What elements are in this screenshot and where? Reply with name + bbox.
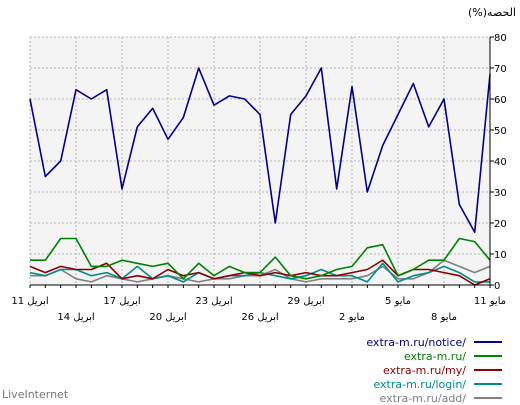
y-tick-label: 30 [494,188,507,199]
x-tick-label: 20 ابريل [149,312,186,323]
x-tick-label: 23 ابريل [195,296,232,307]
legend: extra-m.ru/notice/extra-m.ru/extra-m.ru/… [202,335,502,405]
legend-entry: extra-m.ru/login/ [202,377,502,391]
x-tick-label: 2 مايو [339,312,365,323]
y-tick-label: 10 [494,250,507,261]
legend-swatch [474,369,502,371]
y-tick-label: 40 [494,157,507,168]
y-tick-label: 50 [494,126,507,137]
legend-label: extra-m.ru/notice/ [366,335,466,349]
y-ticks: 0 10 20 30 40 50 60 70 80 [490,33,507,292]
legend-label: extra-m.ru/add/ [379,391,466,405]
series-line [29,67,491,234]
x-tick-label: 5 مايو [385,296,411,307]
legend-label: extra-m.ru/login/ [373,377,466,391]
legend-entry: extra-m.ru/ [202,349,502,363]
legend-swatch [474,397,502,399]
y-tick-label: 70 [494,64,507,75]
brand-label: LiveInternet [2,388,69,401]
legend-label: extra-m.ru/my/ [383,363,466,377]
legend-swatch [474,341,502,343]
legend-entry: extra-m.ru/notice/ [202,335,502,349]
x-tick-label: 11 ابريل [11,296,48,307]
y-tick-label: 0 [494,281,500,292]
x-tick-label: 14 ابريل [57,312,94,323]
x-tick-label: 26 ابريل [241,312,278,323]
x-tick-label: 11 مايو [474,296,506,307]
legend-label: extra-m.ru/ [403,349,466,363]
series-line [30,237,491,280]
legend-swatch [474,355,502,357]
series-layer [29,67,491,286]
x-tick-label: 29 ابريل [287,296,324,307]
y-axis-label: (%)الحصه [468,6,516,19]
y-tick-label: 80 [494,33,507,44]
x-tick-label: 17 ابريل [103,296,140,307]
x-ticks: 11 مايو 8 مايو 5 مايو 2 مايو 29 ابريل 26 ابري… [11,285,506,323]
legend-entry: extra-m.ru/my/ [202,363,502,377]
x-tick-label: 8 مايو [431,312,457,323]
legend-entry: extra-m.ru/add/ [202,391,502,405]
legend-swatch [474,383,502,385]
y-tick-label: 60 [494,95,507,106]
y-tick-label: 20 [494,219,507,230]
